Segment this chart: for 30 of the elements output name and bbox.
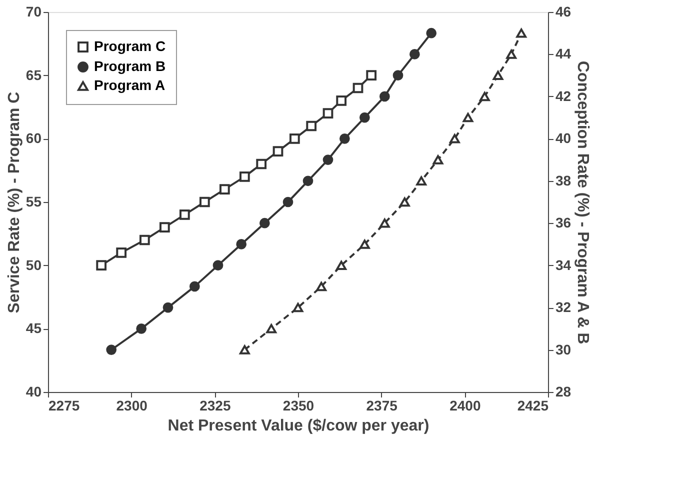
legend-label: Program A [94,77,166,93]
x-tick-label: 2300 [116,398,148,414]
y2-tick-label: 36 [556,214,572,231]
y2-tick-label: 32 [556,299,572,316]
y2-tick-label: 30 [556,341,572,358]
x-tick-label: 2325 [200,398,231,414]
y2-tick-label: 40 [556,130,572,146]
y2-tick-label: 42 [556,88,572,104]
y2-tick-label: 28 [556,384,572,400]
x-tick-label: 2400 [450,398,481,414]
y2-tick-label: 46 [556,4,572,20]
y-tick-label: 50 [26,256,42,273]
y-axis-title: Service Rate (%) - Program C [6,91,23,314]
x-tick-label: 2375 [366,398,398,414]
y2-tick-label: 38 [556,172,572,188]
y-tick-label: 55 [26,194,42,210]
y-tick-label: 60 [26,130,42,146]
x-tick-label: 2425 [517,398,549,414]
y2-tick-label: 44 [556,46,572,62]
y2-axis-title: Conception Rate (%) - Program A & B [574,60,592,344]
x-tick-label: 2350 [282,398,314,414]
legend-label: Program C [94,38,166,54]
y2-tick-label: 34 [556,256,572,273]
x-axis-title: Net Present Value ($/cow per year) [168,418,430,434]
y-tick-label: 45 [26,320,42,336]
legend-label: Program B [94,58,166,74]
y-tick-label: 70 [26,4,42,20]
x-tick-label: 2275 [48,398,80,414]
y-tick-label: 65 [26,66,42,83]
y-tick-label: 40 [26,384,42,400]
